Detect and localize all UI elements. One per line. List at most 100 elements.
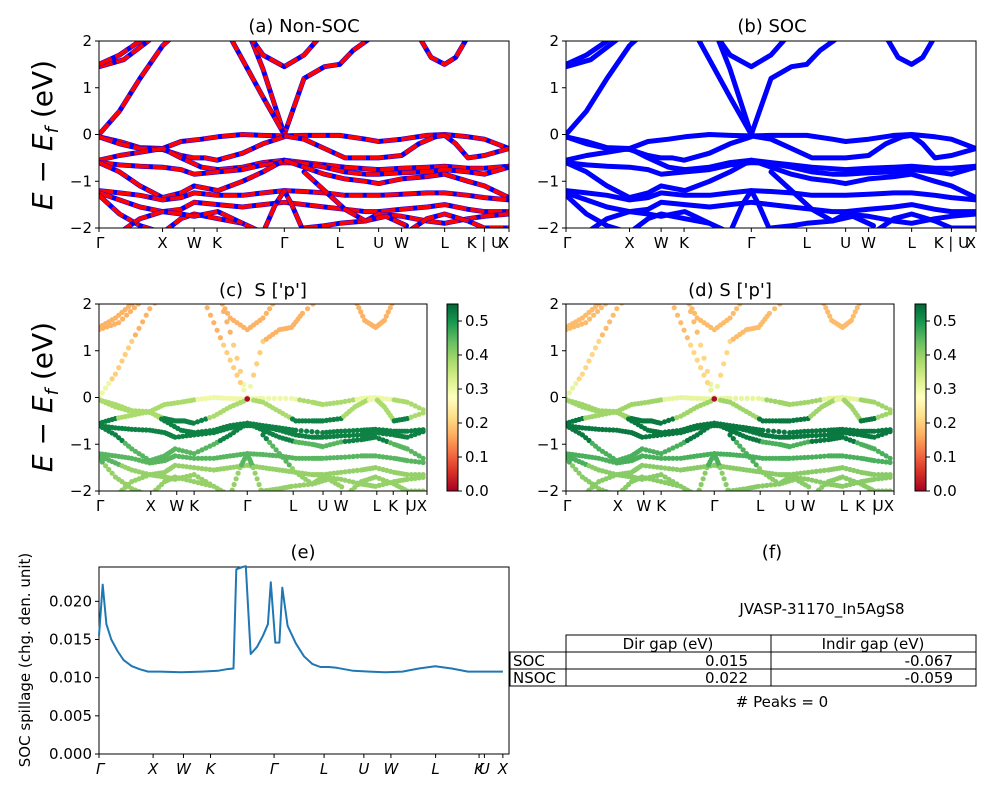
projection-point xyxy=(883,453,889,459)
projection-point xyxy=(204,305,210,311)
projection-point xyxy=(224,350,230,356)
projection-point xyxy=(768,398,774,404)
x-tick-label: Γ xyxy=(96,760,106,778)
x-tick-label: X xyxy=(624,234,634,252)
projection-point xyxy=(700,476,706,482)
y-tick-label: 0.020 xyxy=(49,592,92,610)
projection-point xyxy=(338,399,344,405)
projection-point xyxy=(733,395,739,401)
projection-point xyxy=(203,416,209,422)
band-line-nonsoc xyxy=(262,188,305,228)
band-line-nonsoc xyxy=(303,212,509,228)
projection-point xyxy=(180,433,186,439)
projection-point xyxy=(777,304,783,307)
projection-point xyxy=(354,453,360,459)
colorbar-tick-label: 0.1 xyxy=(933,448,957,466)
projection-point xyxy=(566,455,569,461)
projection-point xyxy=(809,428,815,434)
x-tick-label: UX xyxy=(873,497,894,515)
projection-point xyxy=(772,306,778,312)
projection-point xyxy=(270,304,276,307)
projection-point xyxy=(346,428,352,434)
table-header-dir: Dir gap (eV) xyxy=(623,635,714,653)
projection-point xyxy=(570,385,576,391)
panel-d-colorbar: 0.0 0.1 0.2 0.3 0.4 0.5 xyxy=(914,303,957,500)
projection-point xyxy=(412,488,418,491)
projection-point xyxy=(199,431,205,437)
projection-point xyxy=(599,332,606,338)
projection-point xyxy=(851,431,857,437)
x-tick-label: X xyxy=(157,234,167,252)
projection-point xyxy=(416,488,422,491)
band-line-soc xyxy=(566,188,976,203)
projection-point xyxy=(879,431,885,437)
projection-point xyxy=(416,459,422,465)
projection-point xyxy=(684,487,690,491)
projection-point xyxy=(297,482,303,488)
projection-point xyxy=(730,436,736,442)
projection-point xyxy=(293,427,299,433)
projection-point xyxy=(684,335,691,341)
projection-point xyxy=(381,317,387,323)
projection-point xyxy=(412,427,418,433)
projection-point xyxy=(755,483,762,489)
projection-point xyxy=(408,472,414,478)
projection-point xyxy=(334,428,340,434)
projection-point xyxy=(404,415,410,422)
projection-point xyxy=(650,454,657,460)
colorbar-tick-label: 0.5 xyxy=(465,312,489,330)
band-line-soc xyxy=(566,157,754,201)
projection-point xyxy=(125,345,132,351)
projection-point xyxy=(404,458,410,464)
projection-point xyxy=(658,451,664,457)
projection-point xyxy=(666,480,672,487)
y-tick-label: 0.010 xyxy=(49,669,92,687)
y-tick-label: 1 xyxy=(549,79,559,97)
projection-point xyxy=(674,455,680,461)
peaks-count: # Peaks = 0 xyxy=(736,693,828,711)
projection-point xyxy=(658,465,664,471)
projection-point xyxy=(573,466,579,473)
projection-point xyxy=(350,432,356,438)
x-tick-label: | xyxy=(405,497,410,515)
colorbar-tick-label: 0.3 xyxy=(465,380,489,398)
projection-point xyxy=(821,396,827,402)
projection-point xyxy=(251,372,257,378)
projection-point xyxy=(843,430,849,436)
projection-point xyxy=(338,454,344,460)
projection-point xyxy=(887,429,893,435)
projection-point xyxy=(346,432,352,439)
projection-point xyxy=(136,325,142,331)
projection-point xyxy=(256,481,262,488)
projection-point xyxy=(809,438,815,444)
band-line-nonsoc xyxy=(283,133,509,160)
projection-point xyxy=(416,475,422,481)
projection-point xyxy=(227,357,233,363)
projection-point xyxy=(116,365,122,371)
projection-point xyxy=(883,405,889,411)
projection-point xyxy=(416,411,422,417)
projection-point xyxy=(350,479,356,485)
projection-point xyxy=(643,463,649,469)
y-tick-label: 0.000 xyxy=(49,745,92,763)
projection-point xyxy=(603,488,609,491)
x-tick-label: Γ xyxy=(563,234,572,252)
y-tick-label: 0 xyxy=(549,126,559,144)
projection-point xyxy=(698,342,704,348)
material-id: JVASP-31170_In5AgS8 xyxy=(738,600,904,619)
projection-point xyxy=(670,479,676,485)
panel-e: (e) SOC spillage (chg. den. unit) 0.000 0… xyxy=(16,542,510,778)
x-tick-label: U xyxy=(479,760,490,778)
projection-point xyxy=(813,438,819,444)
projection-point xyxy=(753,462,759,468)
projection-point xyxy=(260,315,266,321)
x-tick-label: Γ xyxy=(96,234,105,252)
projection-point xyxy=(596,338,602,344)
x-tick-label: W xyxy=(654,234,669,252)
projection-point xyxy=(883,488,889,491)
projection-point xyxy=(643,453,649,459)
projection-point xyxy=(338,433,344,439)
colorbar-bar xyxy=(446,303,459,492)
